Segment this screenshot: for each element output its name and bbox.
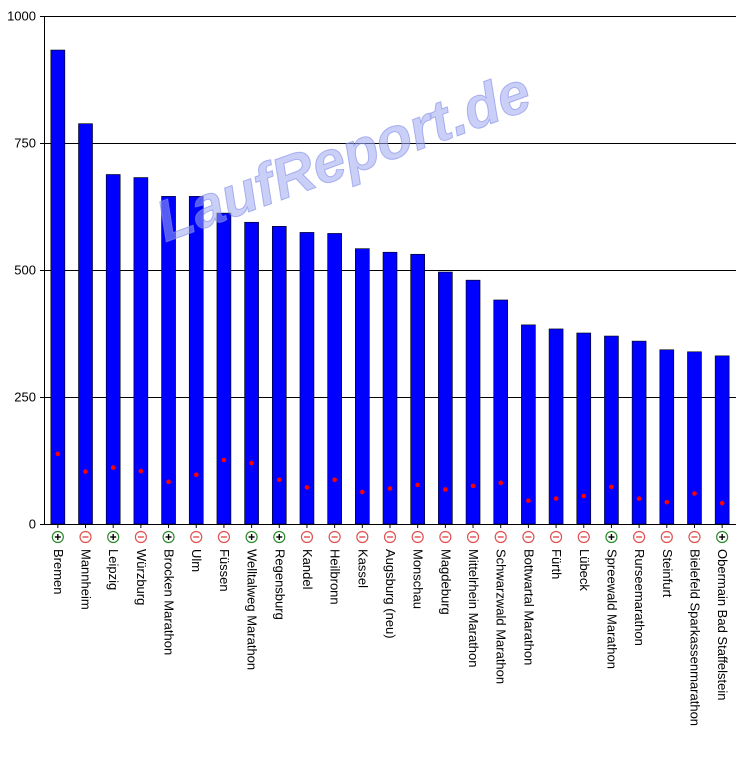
category-labels: Bremen Mannheim Leipzig Würzburg Brocken Mar… bbox=[51, 549, 730, 726]
data-point bbox=[415, 482, 420, 488]
bar bbox=[299, 232, 315, 525]
category-label: Lübeck bbox=[577, 549, 592, 591]
y-tick-labels: 0 250 500 750 1000 bbox=[7, 9, 36, 532]
data-point bbox=[636, 496, 642, 501]
y-tick-label: 750 bbox=[14, 136, 36, 151]
category-label: Mittelrhein Marathon bbox=[466, 549, 481, 668]
category-label: Bremen bbox=[51, 549, 66, 595]
category-label: Welltalweg Marathon bbox=[245, 549, 260, 670]
data-point bbox=[193, 472, 199, 478]
category-label: Füssen bbox=[217, 549, 232, 592]
bar bbox=[355, 248, 370, 525]
data-point bbox=[276, 477, 282, 483]
category-label: Monschau bbox=[411, 549, 426, 609]
category-label: Brocken Marathon bbox=[162, 549, 177, 655]
y-tick-label: 500 bbox=[14, 263, 36, 278]
category-label: Rursee­marathon bbox=[632, 549, 647, 646]
category-label: Obermain Bad Staffelstein bbox=[715, 549, 730, 701]
bar bbox=[687, 351, 702, 525]
data-point bbox=[387, 486, 393, 491]
data-point bbox=[443, 487, 448, 492]
category-label: Bielefeld Sparkassenmarathon bbox=[687, 549, 702, 726]
category-label: Würzburg bbox=[134, 549, 149, 605]
bar bbox=[105, 174, 121, 525]
data-point bbox=[581, 493, 587, 499]
data-point bbox=[664, 499, 670, 505]
category-label: Ulm bbox=[189, 549, 204, 572]
y-tick-label: 0 bbox=[29, 517, 36, 532]
data-point bbox=[221, 457, 227, 463]
points bbox=[55, 451, 725, 506]
data-point bbox=[360, 489, 365, 495]
data-point bbox=[498, 480, 504, 486]
category-label: Mannheim bbox=[79, 549, 94, 610]
category-label: Steinfurt bbox=[660, 549, 675, 598]
data-point bbox=[110, 465, 116, 470]
category-label: Kassel bbox=[355, 549, 370, 588]
category-label: Heilbronn bbox=[328, 549, 343, 605]
bar bbox=[548, 328, 564, 525]
bar bbox=[382, 251, 398, 525]
data-point bbox=[304, 485, 310, 490]
y-tick-label: 250 bbox=[14, 390, 36, 405]
data-point bbox=[692, 491, 697, 496]
category-label: Schwarzwald Marathon bbox=[494, 549, 509, 684]
bar bbox=[78, 123, 93, 525]
bar bbox=[244, 221, 259, 525]
data-point bbox=[249, 460, 254, 466]
bar bbox=[604, 335, 619, 525]
bar bbox=[714, 355, 730, 525]
bar bbox=[493, 299, 509, 525]
bar bbox=[216, 212, 232, 525]
y-tick-label: 1000 bbox=[7, 9, 36, 24]
bar bbox=[438, 271, 453, 525]
bar bbox=[659, 349, 675, 525]
category-label: Kandel bbox=[300, 549, 315, 590]
data-point bbox=[166, 479, 171, 485]
category-label: Magdeburg bbox=[438, 549, 453, 615]
data-point bbox=[83, 469, 88, 474]
category-label: Bottwartal Marathon bbox=[521, 549, 536, 665]
data-point bbox=[470, 483, 476, 489]
data-point bbox=[719, 500, 725, 506]
data-point bbox=[55, 451, 61, 457]
data-point bbox=[526, 498, 531, 503]
category-badges bbox=[51, 530, 729, 544]
category-label: Spreewald Marathon bbox=[604, 549, 619, 669]
bars bbox=[50, 49, 730, 525]
data-point bbox=[332, 477, 337, 483]
category-label: Regensburg bbox=[272, 549, 287, 620]
watermark-text: LaufReport.de bbox=[148, 59, 540, 255]
category-label: Fürth bbox=[549, 549, 564, 579]
data-point bbox=[138, 468, 144, 474]
bar bbox=[521, 324, 536, 525]
data-point bbox=[553, 496, 559, 501]
axes bbox=[40, 16, 736, 528]
data-point bbox=[609, 484, 614, 490]
category-label: Leipzig bbox=[106, 549, 121, 590]
category-label: Augsburg (neu) bbox=[383, 549, 398, 639]
